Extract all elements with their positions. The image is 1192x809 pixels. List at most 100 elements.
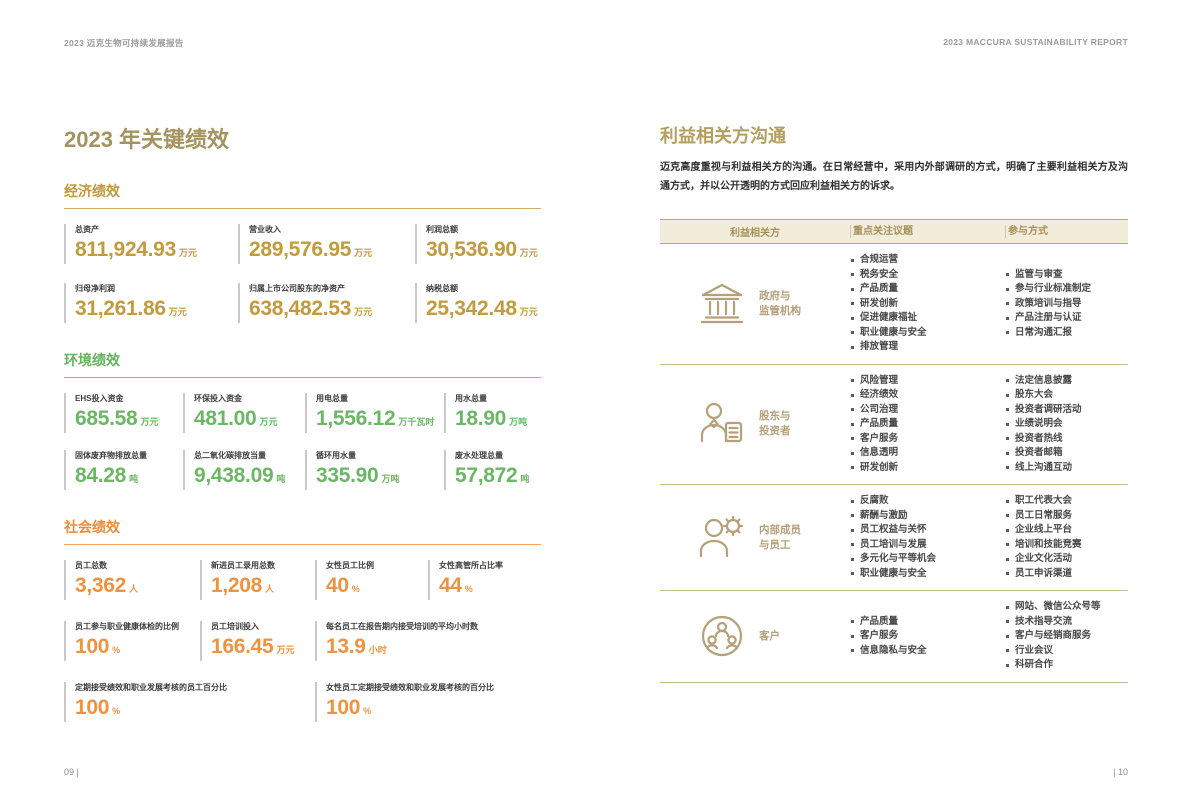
stat-value: 1,556.12 万千瓦时 [316, 407, 435, 430]
stat-card-revenue: 营业收入 289,576.95 万元 [238, 224, 415, 264]
stat-label: 环保投入资金 [194, 394, 242, 403]
topics-cell: 产品质量 客户服务 信息隐私与安全 [850, 615, 1005, 659]
stat-value: 685.58 万元 [75, 407, 159, 430]
method-item: 网站、微信公众号等 [1005, 600, 1128, 615]
stat-card-net-assets: 归属上市公司股东的净资产 638,482.53 万元 [238, 283, 415, 323]
stakeholder-intro-text: 迈克高度重视与利益相关方的沟通。在日常经营中，采用内外部调研的方式，明确了主要利… [660, 162, 1128, 192]
stat-card-total-employees: 员工总数 3,362 人 [64, 560, 200, 600]
employee-gear-icon [698, 514, 746, 562]
method-item: 企业文化活动 [1005, 552, 1128, 567]
stat-value: 100% [75, 635, 121, 658]
topic-item: 职业健康与安全 [850, 567, 1005, 582]
stat-label: 女性员工比例 [326, 561, 374, 570]
topics-list: 风险管理 经济绩效 公司治理 产品质量 客户服务 信息透明 研发创新 [850, 374, 1005, 476]
stat-label: 废水处理总量 [455, 451, 503, 460]
methods-cell: 职工代表大会 员工日常服务 企业线上平台 培训和技能竞赛 企业文化活动 员工申诉渠道 [1005, 494, 1128, 581]
stat-value: 57,872 吨 [455, 464, 530, 487]
stakeholder-cell: 客户 [660, 612, 850, 660]
stat-value: 638,482.53 万元 [249, 297, 373, 320]
environmental-section-title: 环境绩效 [64, 352, 120, 368]
topic-item: 客户服务 [850, 629, 1005, 644]
stat-label: 用水总量 [455, 394, 487, 403]
topic-item: 合规运营 [850, 253, 1005, 268]
topics-list: 产品质量 客户服务 信息隐私与安全 [850, 615, 1005, 659]
stat-value: 25,342.48 万元 [426, 297, 538, 320]
topic-item: 员工培训与发展 [850, 538, 1005, 553]
method-item: 监管与审查 [1005, 268, 1128, 283]
stat-label: 营业收入 [249, 225, 281, 234]
stakeholder-table-header: 利益相关方 重点关注议题 参与方式 [660, 219, 1128, 244]
stat-card-training-hours: 每名员工在报告期内接受培训的平均小时数 13.9 小时 [315, 621, 541, 661]
stat-value: 100% [75, 696, 121, 719]
stat-card-female-ratio: 女性员工比例 40% [315, 560, 428, 600]
stat-value: 166.45 万元 [211, 635, 295, 658]
environmental-section: 环境绩效 EHS投入资金 685.58 万元 环保投入资金 481.00 万元 用电… [64, 350, 541, 490]
stakeholder-cell: 内部成员 与员工 [660, 514, 850, 562]
stat-value: 44% [439, 574, 473, 597]
column-header-topics: 重点关注议题 [850, 225, 1005, 238]
stat-card-ehs-investment: EHS投入资金 685.58 万元 [64, 393, 183, 433]
social-section: 社会绩效 员工总数 3,362 人 新进员工录用总数 1,208 人 女性员工比例 … [64, 517, 541, 722]
page-number-right: | 10 [1113, 767, 1128, 777]
stat-label: 总二氧化碳排放当量 [194, 451, 266, 460]
topics-list: 反腐败 薪酬与激励 员工权益与关怀 员工培训与发展 多元化与平等机会 职业健康与安全 [850, 494, 1005, 581]
topic-item: 产品质量 [850, 615, 1005, 630]
topics-cell: 风险管理 经济绩效 公司治理 产品质量 客户服务 信息透明 研发创新 [850, 374, 1005, 476]
stat-value: 13.9 小时 [326, 635, 387, 658]
stakeholder-name: 股东与 投资者 [759, 409, 791, 439]
topic-item: 研发创新 [850, 461, 1005, 476]
economic-section: 经济绩效 总资产 811,924.93 万元 营业收入 289,576.95 万元 … [64, 181, 541, 323]
customers-icon [698, 612, 746, 660]
stat-value: 1,208 人 [211, 574, 275, 597]
stakeholder-row-customers: 客户 产品质量 客户服务 信息隐私与安全 网站、微信公众号等 技术指导交流 客户与经销商… [660, 591, 1128, 683]
stat-card-total-profit: 利润总额 30,536.90 万元 [415, 224, 541, 264]
method-item: 培训和技能竞赛 [1005, 538, 1128, 553]
topic-item: 研发创新 [850, 297, 1005, 312]
stat-label: 总资产 [75, 225, 99, 234]
method-item: 行业会议 [1005, 644, 1128, 659]
method-item: 员工申诉渠道 [1005, 567, 1128, 582]
stat-card-co2-equivalent: 总二氧化碳排放当量 9,438.09 吨 [183, 450, 305, 490]
page-title: 2023 年关键绩效 [64, 127, 230, 152]
methods-list: 法定信息披露 股东大会 投资者调研活动 业绩说明会 投资者热线 投资者邮箱 线上沟通互动 [1005, 374, 1128, 476]
topics-cell: 反腐败 薪酬与激励 员工权益与关怀 员工培训与发展 多元化与平等机会 职业健康与安全 [850, 494, 1005, 581]
stat-card-env-investment: 环保投入资金 481.00 万元 [183, 393, 305, 433]
social-stats-row-2: 员工参与职业健康体检的比例 100% 员工培训投入 166.45 万元 每名员工在… [64, 621, 541, 661]
stat-value: 9,438.09 吨 [194, 464, 286, 487]
topic-item: 促进健康福祉 [850, 311, 1005, 326]
stat-card-health-checkup: 员工参与职业健康体检的比例 100% [64, 621, 200, 661]
stat-label: 女性高管所占比率 [439, 561, 503, 570]
stat-value: 3,362 人 [75, 574, 139, 597]
stakeholder-name-line: 与员工 [759, 538, 791, 551]
stat-label: 员工参与职业健康体检的比例 [75, 622, 179, 631]
stat-label: 归母净利润 [75, 284, 115, 293]
stat-card-tax-paid: 纳税总额 25,342.48 万元 [415, 283, 541, 323]
social-stats-row-3: 定期接受绩效和职业发展考核的员工百分比 100% 女性员工定期接受绩效和职业发展… [64, 682, 541, 722]
topic-item: 多元化与平等机会 [850, 552, 1005, 567]
section-divider [64, 208, 541, 209]
stat-label: 固体废弃物排放总量 [75, 451, 147, 460]
stat-value: 31,261.86 万元 [75, 297, 187, 320]
stat-label: 员工总数 [75, 561, 107, 570]
topic-item: 风险管理 [850, 374, 1005, 389]
topics-list: 合规运营 税务安全 产品质量 研发创新 促进健康福祉 职业健康与安全 排放管理 [850, 253, 1005, 355]
methods-cell: 监管与审查 参与行业标准制定 政策培训与指导 产品注册与认证 日常沟通汇报 [1005, 268, 1128, 341]
stat-card-training-investment: 员工培训投入 166.45 万元 [200, 621, 315, 661]
topic-item: 产品质量 [850, 417, 1005, 432]
stat-card-new-hires: 新进员工录用总数 1,208 人 [200, 560, 315, 600]
stat-value: 335.90 万吨 [316, 464, 400, 487]
section-divider [64, 544, 541, 545]
stat-card-water-use: 用水总量 18.90 万吨 [444, 393, 541, 433]
left-page: 2023 年关键绩效 经济绩效 总资产 811,924.93 万元 营业收入 28… [64, 122, 541, 722]
stat-value: 30,536.90 万元 [426, 238, 538, 261]
method-item: 股东大会 [1005, 388, 1128, 403]
stat-card-electricity: 用电总量 1,556.12 万千瓦时 [305, 393, 444, 433]
stat-value: 40% [326, 574, 360, 597]
topic-item: 信息透明 [850, 446, 1005, 461]
social-stats-row-1: 员工总数 3,362 人 新进员工录用总数 1,208 人 女性员工比例 40% 女… [64, 560, 541, 600]
stat-value: 18.90 万吨 [455, 407, 528, 430]
topic-item: 薪酬与激励 [850, 509, 1005, 524]
stakeholder-name-line: 内部成员 [759, 523, 801, 536]
stakeholder-section-title: 利益相关方沟通 [660, 126, 786, 146]
stakeholder-name-line: 投资者 [759, 425, 791, 438]
